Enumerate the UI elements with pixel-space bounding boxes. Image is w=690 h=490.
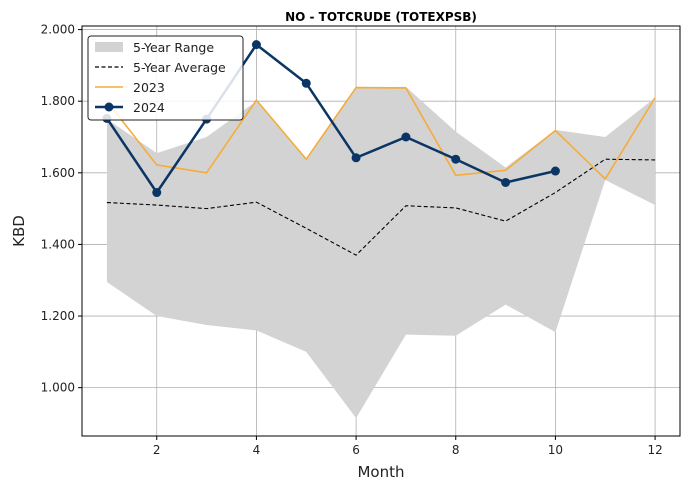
point-2024 [550, 166, 560, 176]
series-2024-line [105, 43, 556, 194]
x-tick-label: 6 [352, 443, 360, 457]
x-tick-label: 10 [548, 443, 563, 457]
series-average-line [106, 158, 656, 256]
point-2024 [401, 132, 411, 142]
y-tick-label: 1.200 [41, 309, 75, 323]
legend: 5-Year Range 5-Year Average 2023 2024 [87, 35, 244, 121]
series-2023-line [106, 86, 656, 180]
y-axis-title: KBD [10, 215, 28, 247]
point-2024 [351, 153, 361, 163]
x-tick-label: 4 [253, 443, 261, 457]
y-tick-label: 1.400 [41, 237, 75, 251]
x-tick-label: 2 [153, 443, 161, 457]
point-2024 [451, 154, 461, 164]
legend-marker-2024 [104, 102, 114, 112]
point-2024 [501, 177, 511, 187]
x-tick-label: 12 [647, 443, 662, 457]
x-axis: 2 4 6 8 10 12 [153, 436, 663, 457]
chart-title: NO - TOTCRUDE (TOTEXPSB) [285, 10, 477, 24]
point-2024 [251, 40, 261, 50]
series-layer [102, 40, 656, 256]
range-layer [106, 86, 656, 419]
legend-frame [87, 35, 244, 121]
legend-label-2024: 2024 [133, 100, 165, 115]
point-2024 [301, 78, 311, 88]
legend-label-range: 5-Year Range [133, 40, 214, 55]
plot-frame [81, 25, 681, 437]
y-tick-label: 1.600 [41, 166, 75, 180]
x-axis-title: Month [357, 463, 404, 481]
x-tick-label: 8 [452, 443, 460, 457]
y-axis: 1.000 1.200 1.400 1.600 1.800 2.000 [41, 23, 82, 395]
y-tick-label: 1.000 [41, 381, 75, 395]
point-2024 [152, 188, 162, 198]
range-band [106, 86, 656, 419]
legend-label-2023: 2023 [133, 80, 165, 95]
legend-swatch-range [95, 42, 123, 52]
legend-label-average: 5-Year Average [133, 60, 226, 75]
y-tick-label: 1.800 [41, 94, 75, 108]
y-tick-label: 2.000 [41, 23, 75, 37]
